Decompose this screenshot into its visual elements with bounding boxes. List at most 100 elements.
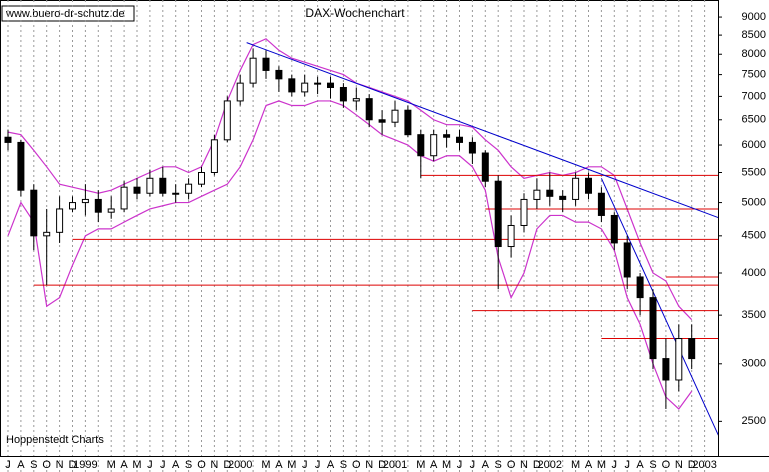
- y-tick-label: 7000: [742, 90, 766, 102]
- y-tick-label: 6000: [742, 139, 766, 151]
- x-tick-label: A: [430, 459, 438, 471]
- candle-body: [352, 98, 360, 102]
- x-tick-label: D: [223, 459, 231, 471]
- candle-body: [185, 183, 193, 194]
- candle-body: [223, 100, 231, 141]
- chart-title: DAX-Wochenchart: [305, 6, 405, 20]
- x-tick-label: M: [571, 459, 580, 471]
- candle-body: [198, 171, 205, 185]
- candle-body: [391, 109, 399, 123]
- x-tick-label: M: [597, 459, 606, 471]
- x-tick-label: M: [287, 459, 296, 471]
- x-tick-label: J: [147, 459, 153, 471]
- candle-body: [610, 214, 618, 244]
- x-tick-label: M: [107, 459, 116, 471]
- source: www.buero-dr-schutz.de: [5, 8, 125, 20]
- x-tick-label: J: [624, 459, 630, 471]
- y-tick-label: 5500: [742, 166, 766, 178]
- candle-body: [327, 82, 334, 88]
- candle-body: [275, 69, 283, 80]
- candle-body: [430, 134, 438, 157]
- y-tick-label: 6500: [742, 114, 766, 126]
- candle-body: [30, 189, 38, 237]
- candle-body: [688, 338, 696, 360]
- candle-body: [56, 208, 64, 233]
- candle-body: [146, 177, 154, 194]
- candle-body: [249, 57, 257, 84]
- y-tick-label: 8500: [742, 29, 766, 41]
- x-tick-label: J: [315, 459, 321, 471]
- x-tick-label: 1999: [73, 459, 97, 471]
- x-tick-label: 2002: [538, 459, 562, 471]
- band-upper: [7, 38, 693, 321]
- x-tick-label: A: [327, 459, 335, 471]
- candle-body: [636, 276, 644, 299]
- candle-body: [210, 139, 218, 173]
- x-tick-label: J: [160, 459, 166, 471]
- candle-body: [572, 177, 580, 200]
- x-tick-label: A: [172, 459, 180, 471]
- candle-body: [520, 198, 528, 226]
- candle-body: [43, 231, 51, 237]
- x-tick-label: O: [42, 459, 51, 471]
- x-tick-label: A: [120, 459, 128, 471]
- x-tick-label: 2000: [228, 459, 252, 471]
- x-tick-label: J: [457, 459, 463, 471]
- candle-body: [649, 297, 657, 360]
- candle-body: [546, 189, 554, 197]
- x-tick-label: N: [210, 459, 218, 471]
- candle-body: [236, 82, 244, 102]
- candle-body: [468, 141, 476, 154]
- candle-body: [4, 136, 12, 143]
- candle-body: [507, 224, 515, 248]
- candle-body: [339, 86, 347, 102]
- trend-line: [246, 42, 718, 219]
- band-lower: [7, 100, 693, 410]
- candle-body: [662, 358, 670, 381]
- x-tick-label: A: [636, 459, 644, 471]
- y-tick-label: 3500: [742, 309, 766, 321]
- candle-body: [443, 134, 451, 138]
- x-tick-label: N: [520, 459, 528, 471]
- x-tick-label: D: [533, 459, 541, 471]
- x-tick-label: A: [585, 459, 593, 471]
- x-tick-label: M: [261, 459, 270, 471]
- candle-body: [585, 177, 592, 194]
- x-tick-label: 2003: [692, 459, 716, 471]
- candle-body: [69, 202, 76, 210]
- x-tick-label: J: [302, 459, 308, 471]
- candle-body: [288, 78, 296, 93]
- candle-body: [623, 242, 631, 278]
- candle-body: [597, 192, 605, 216]
- candle-body: [94, 198, 102, 213]
- candle-body: [262, 57, 270, 71]
- x-tick-label: S: [495, 459, 502, 471]
- candle-body: [81, 198, 89, 204]
- candle-body: [365, 98, 373, 121]
- x-tick-label: M: [132, 459, 141, 471]
- y-tick-label: 5000: [742, 196, 766, 208]
- x-tick-label: N: [56, 459, 64, 471]
- candle-body: [172, 192, 180, 195]
- x-tick-label: A: [275, 459, 283, 471]
- x-tick-label: S: [649, 459, 656, 471]
- x-tick-label: D: [688, 459, 696, 471]
- x-tick-label: A: [482, 459, 490, 471]
- x-tick-label: J: [612, 459, 618, 471]
- trend-line: [600, 178, 718, 436]
- y-tick-label: 8000: [742, 48, 766, 60]
- y-tick-label: 7500: [742, 69, 766, 81]
- x-tick-label: M: [416, 459, 425, 471]
- x-tick-label: J: [5, 459, 11, 471]
- candle-body: [494, 180, 502, 248]
- candle-body: [133, 186, 141, 194]
- x-tick-label: 2001: [383, 459, 407, 471]
- x-tick-label: O: [352, 459, 361, 471]
- y-tick-label: 3000: [742, 358, 766, 370]
- candle-body: [417, 134, 425, 157]
- candle-body: [159, 177, 167, 194]
- x-tick-label: N: [365, 459, 373, 471]
- candle-body: [456, 136, 463, 143]
- candle-body: [533, 189, 541, 200]
